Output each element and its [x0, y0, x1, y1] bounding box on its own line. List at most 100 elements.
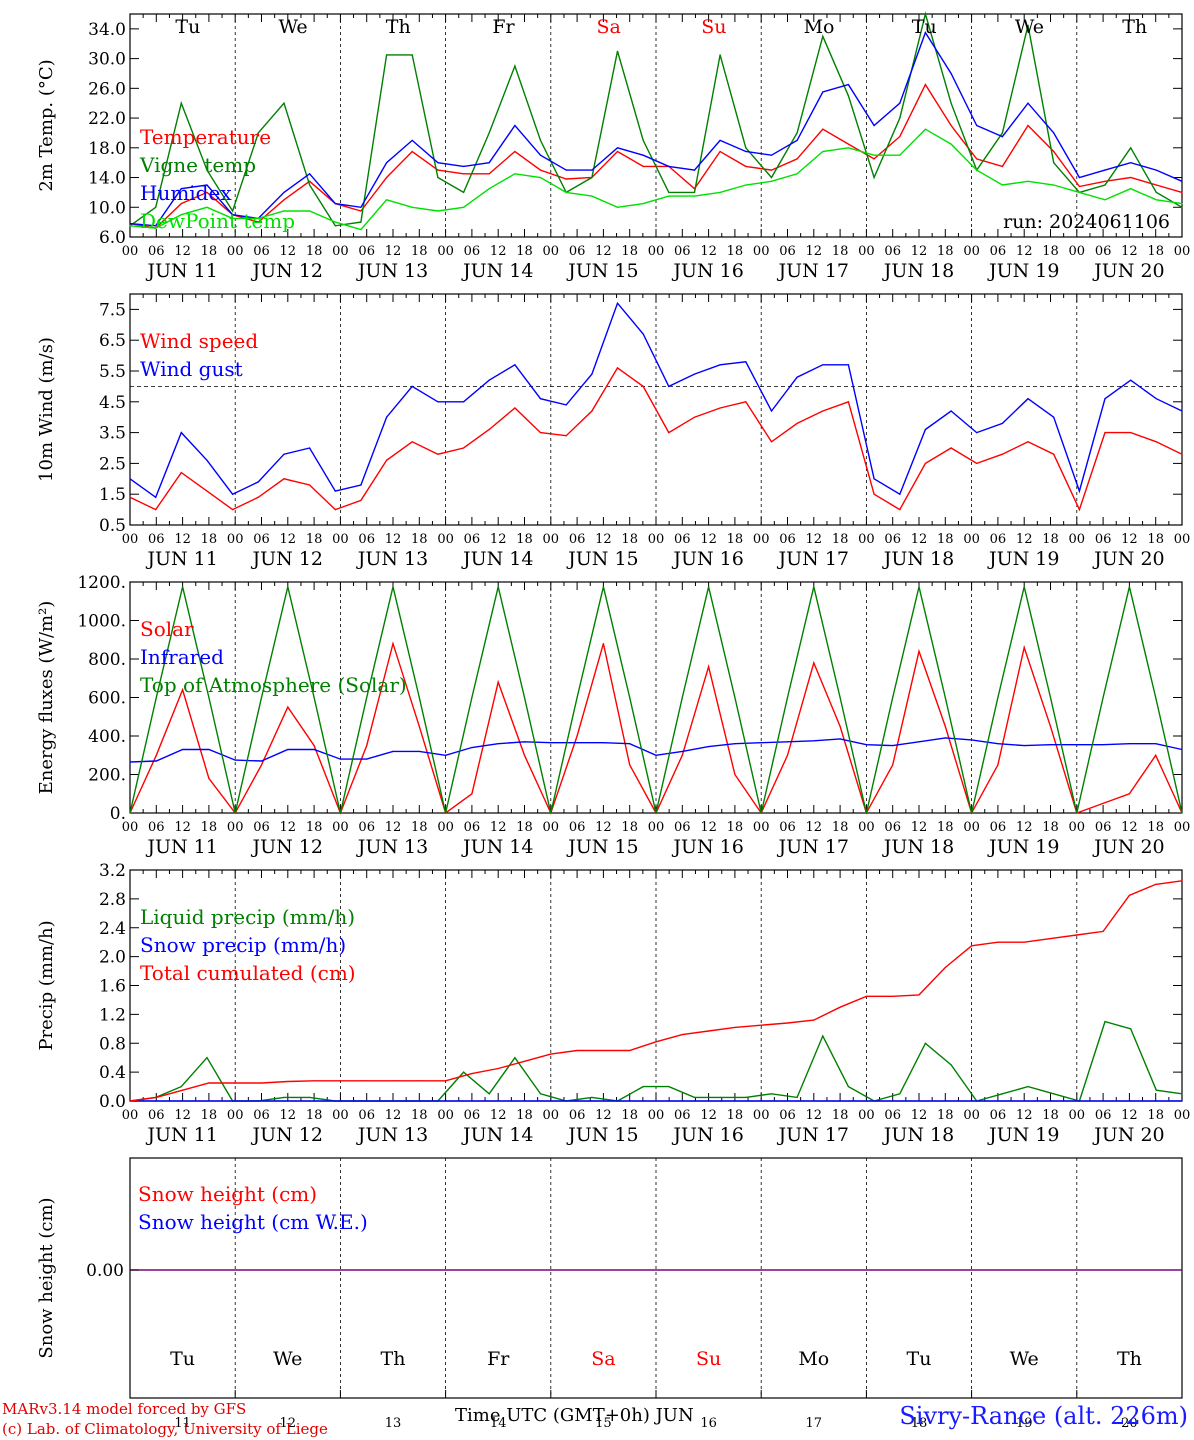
x-hour-label: 12 [385, 532, 402, 547]
data-point [488, 162, 490, 164]
x-hour-label: 12 [280, 820, 297, 835]
day-name-label: We [273, 1348, 302, 1370]
data-point [1128, 793, 1130, 795]
data-point [745, 1096, 747, 1098]
data-point [655, 1041, 657, 1043]
y-tick-label: 5.5 [99, 362, 126, 382]
data-point [206, 184, 208, 186]
x-hour-label: 00 [332, 1108, 349, 1123]
data-point [418, 750, 420, 753]
x-hour-label: 18 [1042, 820, 1059, 835]
data-point [334, 225, 336, 227]
x-hour-label: 12 [174, 532, 191, 547]
data-point [1102, 696, 1104, 699]
data-point [1181, 880, 1183, 882]
data-point [463, 1071, 465, 1073]
data-point [208, 1082, 210, 1084]
data-point [334, 490, 336, 492]
x-hour-label: 00 [227, 1108, 244, 1123]
data-point [1181, 1100, 1183, 1102]
x-hour-label: 00 [122, 1108, 139, 1123]
data-point [997, 764, 999, 766]
data-point [360, 229, 362, 231]
x-hour-label: 00 [227, 820, 244, 835]
legend-entry: Infrared [140, 645, 224, 669]
data-point [155, 760, 157, 762]
day-name-label: We [1010, 1348, 1039, 1370]
data-point [565, 435, 567, 437]
x-hour-label: 00 [753, 532, 770, 547]
legend-entry: Snow height (cm W.E.) [138, 1210, 368, 1234]
data-point [719, 54, 721, 56]
x-hour-label: 06 [990, 244, 1007, 259]
data-point [681, 1034, 683, 1036]
data-point [719, 150, 721, 153]
data-point [642, 385, 644, 387]
data-point [591, 373, 593, 375]
data-point [873, 124, 875, 127]
data-point [576, 735, 578, 737]
x-hour-label: 18 [201, 820, 218, 835]
data-point [360, 499, 362, 501]
data-point [471, 746, 473, 749]
data-point [437, 169, 439, 171]
x-date-label: JUN 14 [461, 836, 533, 858]
data-point [437, 162, 439, 164]
data-point [334, 1100, 336, 1102]
series-humidex [129, 31, 1183, 227]
y-axis-label: Energy fluxes (W/m²) [36, 601, 57, 795]
y-axis-label: Snow height (cm) [36, 1197, 57, 1358]
x-hour-label: 00 [963, 820, 980, 835]
x-hour-label: 18 [621, 1108, 638, 1123]
data-point [873, 176, 875, 179]
data-point [1130, 188, 1132, 190]
data-point [822, 128, 824, 130]
data-point [155, 227, 157, 229]
data-point [745, 150, 747, 153]
y-tick-label: 34.0 [88, 20, 126, 40]
data-point [309, 173, 311, 175]
data-point [313, 745, 315, 747]
data-point [629, 743, 631, 745]
data-point [283, 199, 285, 201]
data-point [997, 743, 999, 745]
x-hour-label: 00 [858, 532, 875, 547]
series-wind-gust [129, 301, 1183, 499]
data-point [257, 496, 259, 498]
data-point [839, 696, 841, 699]
data-point [1053, 184, 1055, 186]
x-hour-label: 18 [621, 820, 638, 835]
y-tick-label: 2.5 [99, 454, 126, 474]
data-point [309, 484, 311, 486]
data-point [944, 737, 946, 739]
data-point [208, 696, 210, 699]
data-point [232, 493, 234, 495]
x-hour-label: 18 [727, 532, 744, 547]
x-date-label: JUN 13 [356, 260, 428, 282]
data-point [1130, 147, 1132, 149]
data-point [1155, 696, 1157, 699]
data-point [232, 1100, 234, 1102]
x-hour-label: 18 [621, 532, 638, 547]
x-hour-label: 06 [464, 244, 481, 259]
x-date-label: JUN 15 [566, 836, 638, 858]
x-hour-label: 18 [832, 532, 849, 547]
x-hour-label: 00 [858, 1108, 875, 1123]
data-point [445, 812, 447, 814]
data-point [642, 154, 644, 156]
x-hour-label: 12 [1121, 532, 1138, 547]
data-point [822, 35, 824, 37]
x-date-label: JUN 13 [356, 836, 428, 858]
data-point [488, 379, 490, 381]
x-hour-label: 06 [569, 820, 586, 835]
x-hour-label: 00 [437, 244, 454, 259]
data-point [944, 696, 946, 699]
data-point [232, 214, 234, 216]
y-tick-label: 200. [88, 766, 126, 786]
data-point [591, 1096, 593, 1098]
data-point [839, 725, 841, 728]
y-tick-label: 4.5 [99, 393, 126, 413]
x-hour-label: 18 [1147, 532, 1164, 547]
x-hour-label: 12 [806, 244, 823, 259]
x-date-label: JUN 18 [882, 836, 954, 858]
